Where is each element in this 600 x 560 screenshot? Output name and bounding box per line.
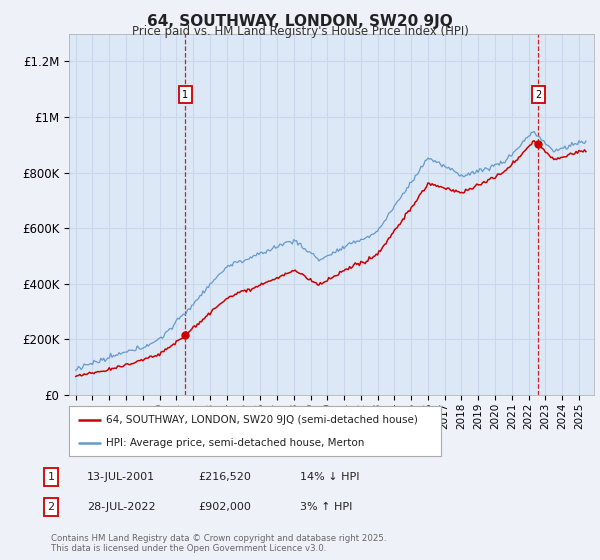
Text: Contains HM Land Registry data © Crown copyright and database right 2025.
This d: Contains HM Land Registry data © Crown c…: [51, 534, 386, 553]
Text: 64, SOUTHWAY, LONDON, SW20 9JQ (semi-detached house): 64, SOUTHWAY, LONDON, SW20 9JQ (semi-det…: [106, 414, 418, 424]
Text: 2: 2: [47, 502, 55, 512]
Text: 1: 1: [182, 90, 188, 100]
Text: 1: 1: [47, 472, 55, 482]
Text: 14% ↓ HPI: 14% ↓ HPI: [300, 472, 359, 482]
Text: HPI: Average price, semi-detached house, Merton: HPI: Average price, semi-detached house,…: [106, 438, 365, 448]
Text: 13-JUL-2001: 13-JUL-2001: [87, 472, 155, 482]
Text: Price paid vs. HM Land Registry's House Price Index (HPI): Price paid vs. HM Land Registry's House …: [131, 25, 469, 38]
Text: £216,520: £216,520: [198, 472, 251, 482]
Text: £902,000: £902,000: [198, 502, 251, 512]
Text: 64, SOUTHWAY, LONDON, SW20 9JQ: 64, SOUTHWAY, LONDON, SW20 9JQ: [147, 14, 453, 29]
Text: 28-JUL-2022: 28-JUL-2022: [87, 502, 155, 512]
Text: 2: 2: [535, 90, 541, 100]
Text: 3% ↑ HPI: 3% ↑ HPI: [300, 502, 352, 512]
